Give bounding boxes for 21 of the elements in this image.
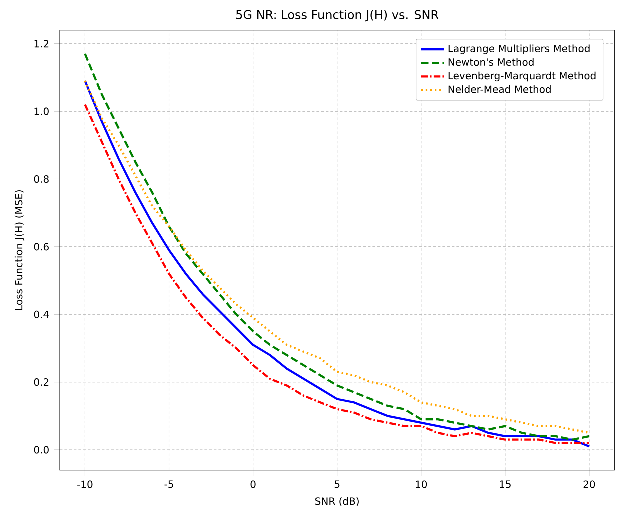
y-tick-label: 1.0 bbox=[34, 108, 49, 116]
y-tick-label: 0.6 bbox=[34, 243, 49, 251]
x-tick-label: 15 bbox=[500, 480, 511, 488]
x-tick-label: 0 bbox=[250, 480, 256, 488]
y-tick-label: 0.0 bbox=[34, 446, 49, 454]
legend-label: Newton's Method bbox=[448, 58, 534, 66]
x-tick-label: 5 bbox=[334, 480, 340, 488]
chart-title: 5G NR: Loss Function J(H) vs. SNR bbox=[236, 10, 439, 22]
x-axis-title: SNR (dB) bbox=[316, 497, 359, 506]
legend-label: Nelder-Mead Method bbox=[448, 86, 551, 94]
y-axis-title: Loss Function J(H) (MSE) bbox=[14, 190, 25, 310]
y-tick-label: 0.8 bbox=[34, 175, 49, 184]
x-tick-label: 10 bbox=[416, 480, 428, 488]
legend-label: Lagrange Multipliers Method bbox=[448, 44, 590, 54]
x-tick-label: -10 bbox=[78, 480, 93, 488]
x-tick-label: -5 bbox=[164, 480, 174, 488]
x-tick-label: 20 bbox=[584, 480, 596, 488]
legend-label: Levenberg-Marquardt Method bbox=[448, 72, 596, 82]
y-tick-label: 0.2 bbox=[34, 378, 49, 386]
y-tick-label: 1.2 bbox=[34, 40, 49, 48]
y-tick-label: 0.4 bbox=[34, 310, 50, 318]
